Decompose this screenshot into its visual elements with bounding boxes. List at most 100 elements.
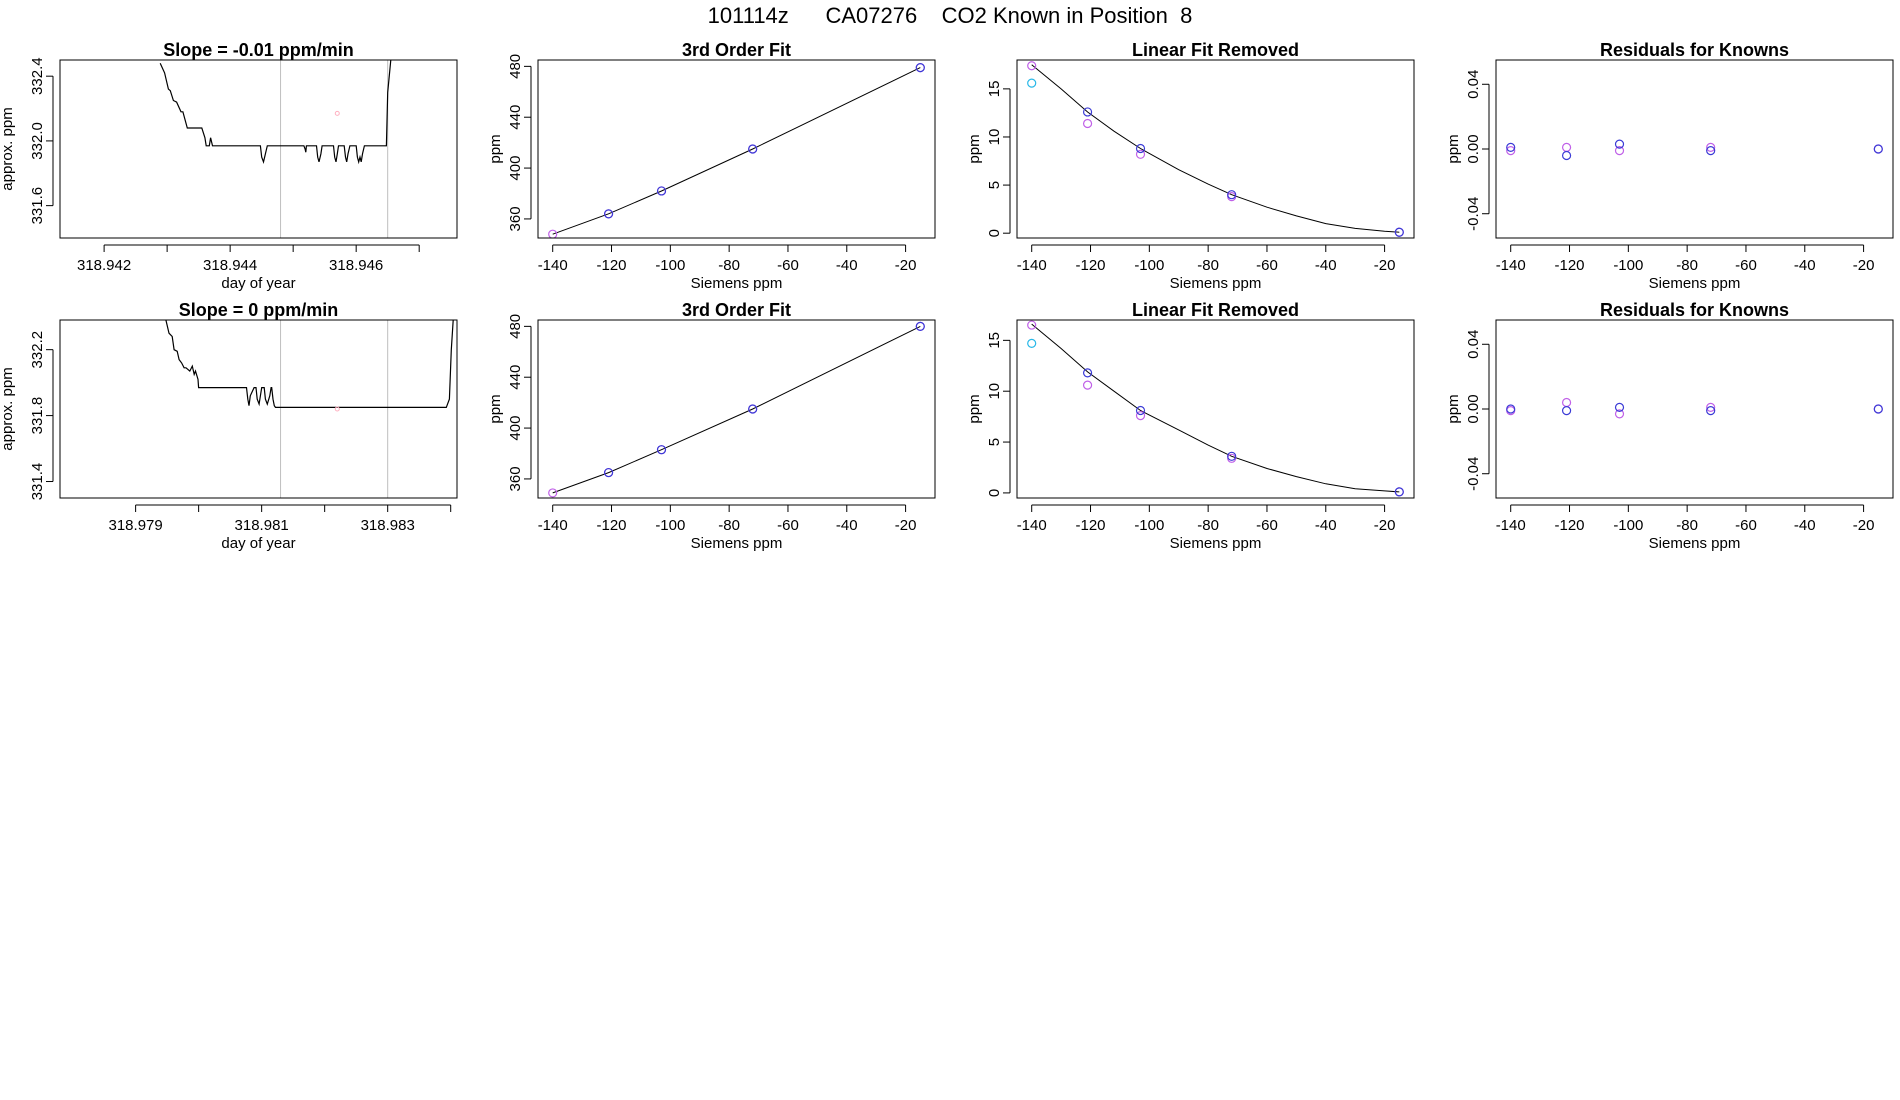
- y-axis: 360 400 440 480 ppm: [487, 54, 532, 231]
- x-tick-label: 318.979: [109, 517, 163, 534]
- y-tick-label: 332.2: [29, 331, 46, 369]
- y-tick-label: -0.04: [1465, 457, 1482, 491]
- data-point: [1873, 404, 1883, 414]
- x-tick-label: -20: [1853, 517, 1875, 534]
- x-tick-label: -80: [1197, 257, 1219, 274]
- data-point: [748, 144, 758, 154]
- plot-frame: [1495, 59, 1894, 239]
- data-point: [1873, 144, 1883, 154]
- y-tick-label: 331.8: [29, 397, 46, 435]
- y-tick-label: 332.4: [29, 57, 46, 95]
- chart-title: 3rd Order Fit: [682, 40, 791, 60]
- y-axis-label: ppm: [1445, 394, 1462, 423]
- data-point: [1394, 487, 1404, 497]
- plot-area: [1506, 397, 1883, 419]
- y-axis: 331.4 331.8 332.2 approx. ppm: [0, 331, 54, 501]
- plot-area: [1027, 320, 1404, 497]
- data-point: [1027, 320, 1037, 330]
- chart-title: Residuals for Knowns: [1600, 300, 1789, 320]
- y-axis-label: ppm: [1445, 134, 1462, 163]
- x-axis: -140 -120 -100 -80 -60 -40 -20 Siemens ppm: [1496, 504, 1875, 552]
- y-tick-label: 0: [986, 229, 1003, 237]
- series-line: [165, 320, 454, 408]
- y-tick-label: 10: [986, 383, 1003, 400]
- y-tick-label: 331.4: [29, 463, 46, 501]
- y-tick-label: 5: [986, 438, 1003, 446]
- chart-panel-7: Linear Fit Removed-140 -120 -100 -80 -60 -40-…: [966, 300, 1415, 552]
- x-tick-label: -120: [1076, 517, 1106, 534]
- y-axis: 331.6 332.0 332.4 approx. ppm: [0, 57, 54, 224]
- page-title: 101114z CA07276 CO2 Known in Position 8: [707, 3, 1193, 28]
- plot-area: [548, 321, 925, 498]
- data-point: [1227, 451, 1237, 461]
- data-point: [1614, 409, 1625, 419]
- x-axis-label: Siemens ppm: [1170, 275, 1262, 292]
- y-tick-label: 10: [986, 129, 1003, 146]
- x-axis: -140 -120 -100 -80 -60 -40 -20 Siemens ppm: [1017, 244, 1395, 292]
- data-point: [915, 321, 925, 331]
- data-point: [1706, 406, 1716, 416]
- data-point: [1135, 405, 1146, 416]
- series-line: [159, 60, 392, 165]
- data-point: [548, 229, 558, 238]
- x-tick-label: -120: [597, 517, 627, 534]
- x-tick-label: -20: [895, 257, 917, 274]
- y-axis: 0 5 10 15 ppm: [966, 81, 1011, 237]
- chart-panel-8: Residuals for Knowns -140 -120 -100 -80 -60 -4…: [1445, 300, 1894, 552]
- data-point: [1506, 146, 1516, 156]
- y-axis-label: approx. ppm: [0, 107, 16, 190]
- chart-title: Linear Fit Removed: [1132, 300, 1299, 320]
- chart-title: Linear Fit Removed: [1132, 40, 1299, 60]
- x-tick-label: -100: [655, 257, 685, 274]
- x-tick-label: -40: [1315, 517, 1337, 534]
- chart-panel-6: 3rd Order Fit -140 -120 -100 -80 -60 -40 -20 Sie…: [487, 300, 936, 552]
- data-point: [1227, 192, 1237, 202]
- x-axis-label: Siemens ppm: [1649, 535, 1741, 552]
- plot-frame: [1495, 319, 1894, 499]
- x-tick-label: -60: [1256, 257, 1278, 274]
- data-point: [1561, 142, 1572, 152]
- chart-panel-5: Slope = 0 ppm/min 318.979 318.981 318.983 da…: [0, 300, 458, 552]
- y-tick-label: 480: [507, 314, 524, 339]
- fit-curve: [1031, 64, 1400, 233]
- x-tick-label: -120: [1555, 517, 1585, 534]
- y-tick-label: 0: [986, 489, 1003, 497]
- x-tick-label: -60: [1735, 257, 1757, 274]
- chart-title: Slope = -0.01 ppm/min: [163, 40, 354, 60]
- x-tick-label: -40: [1794, 257, 1816, 274]
- data-point: [1614, 146, 1625, 156]
- y-axis-label: ppm: [487, 134, 504, 163]
- x-tick-label: -40: [836, 517, 858, 534]
- plot-frame: [1016, 59, 1415, 239]
- x-tick-label: -140: [1496, 517, 1526, 534]
- data-point: [656, 186, 667, 196]
- x-tick-label: -60: [777, 517, 799, 534]
- x-tick-label: -40: [836, 257, 858, 274]
- plot-area: [1506, 139, 1883, 161]
- y-tick-label: 332.0: [29, 122, 46, 160]
- plot-frame: [59, 59, 458, 239]
- data-point: [603, 209, 614, 219]
- data-point: [1027, 338, 1037, 348]
- data-point: [1227, 190, 1237, 200]
- x-axis-label: day of year: [221, 275, 295, 292]
- x-tick-label: 318.942: [77, 257, 131, 274]
- data-point: [1135, 143, 1146, 154]
- x-tick-label: -140: [1017, 517, 1047, 534]
- marker-point: [334, 110, 340, 116]
- data-point: [1706, 146, 1716, 156]
- chart-panel-4: Residuals for Knowns -140 -120 -100 -80 -60 -4…: [1445, 40, 1894, 292]
- x-tick-label: -80: [1676, 257, 1698, 274]
- data-point: [1135, 149, 1146, 159]
- x-tick-label: -60: [777, 257, 799, 274]
- x-tick-label: -60: [1735, 517, 1757, 534]
- x-axis-label: Siemens ppm: [691, 535, 783, 552]
- data-point: [1561, 150, 1572, 161]
- x-tick-label: -60: [1256, 517, 1278, 534]
- data-point: [1561, 406, 1572, 416]
- x-tick-label: -20: [1374, 517, 1396, 534]
- marker-point: [334, 406, 340, 412]
- chart-title: Slope = 0 ppm/min: [179, 300, 339, 320]
- y-axis-label: ppm: [966, 394, 983, 423]
- data-point: [1506, 142, 1516, 152]
